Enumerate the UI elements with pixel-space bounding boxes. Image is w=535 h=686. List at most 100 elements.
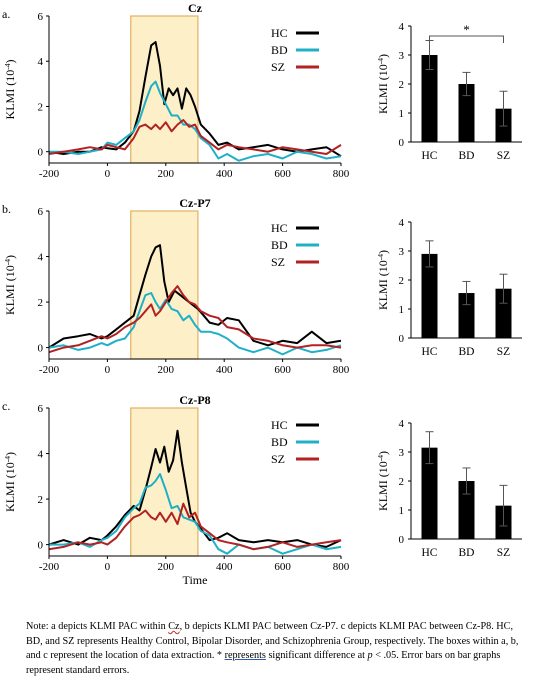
chart-title: Cz-P8 (179, 393, 210, 407)
x-tick-label: 200 (158, 168, 175, 180)
bar-bd (458, 481, 475, 539)
bar-y-tick-label: 4 (399, 21, 405, 33)
bar-y-tick-label: 1 (399, 505, 405, 517)
note-p-symbol: p (367, 650, 373, 661)
bar-y-axis-label: KLMI (10-4) (376, 451, 390, 511)
ylabel-exponent: -4 (376, 254, 385, 260)
bar-y-tick-label: 2 (399, 275, 405, 287)
bar-hc (421, 55, 438, 142)
extraction-box-2 (130, 407, 199, 557)
legend-label-sz: SZ (271, 452, 285, 466)
legend-label-sz: SZ (271, 60, 285, 74)
bar-y-tick-label: 4 (399, 418, 405, 430)
legend-label-hc: HC (271, 418, 288, 432)
bar-y-tick-label: 1 (399, 304, 405, 316)
x-axis-label: Time (183, 573, 208, 587)
bar-category-label: HC (422, 346, 438, 358)
bar-y-tick-label: 2 (399, 476, 405, 488)
ylabel-exponent: -4 (3, 259, 12, 265)
panel-letter: b. (2, 202, 11, 216)
legend-label-bd: BD (271, 43, 288, 57)
y-tick-label: 2 (38, 494, 44, 506)
series-line-sz (48, 502, 342, 551)
y-tick-label: 4 (38, 449, 44, 461)
ylabel-close: ) (376, 451, 390, 455)
y-axis-label: KLMI (10-4) (3, 60, 17, 120)
ylabel-close: ) (3, 60, 17, 64)
bar-category-label: SZ (497, 150, 510, 162)
x-tick-label: 800 (333, 561, 350, 573)
x-tick-label: 0 (105, 561, 111, 573)
bar-y-tick-label: 0 (399, 137, 405, 149)
bar-y-tick-label: 4 (399, 217, 405, 229)
bar-category-label: HC (422, 547, 438, 559)
bar-sz (495, 288, 512, 338)
chart-title: Cz (188, 1, 203, 15)
bar-category-label: BD (459, 150, 475, 162)
series-line-sz (48, 285, 342, 354)
y-tick-label: 2 (38, 101, 44, 113)
y-tick-label: 4 (38, 56, 44, 68)
x-tick-label: 400 (216, 364, 233, 376)
note-text-3: significant difference at (265, 650, 368, 661)
legend-label-hc: HC (271, 221, 288, 235)
significance-bracket (429, 35, 504, 43)
ylabel-text: KLMI (10 (376, 461, 390, 511)
bar-hc (421, 447, 438, 539)
ylabel-exponent: -4 (3, 63, 12, 69)
y-axis-label: KLMI (10-4) (3, 255, 17, 315)
x-tick-label: 600 (274, 168, 291, 180)
ylabel-text: KLMI (10 (3, 70, 17, 120)
bar-y-axis-label: KLMI (10-4) (376, 250, 390, 310)
x-tick-label: 400 (216, 168, 233, 180)
x-tick-label: 400 (216, 561, 233, 573)
ylabel-close: ) (3, 255, 17, 259)
bar-y-tick-label: 3 (399, 50, 405, 62)
legend-label-bd: BD (271, 238, 288, 252)
bar-y-tick-label: 1 (399, 108, 405, 120)
ylabel-exponent: -4 (376, 58, 385, 64)
legend-label-bd: BD (271, 435, 288, 449)
y-tick-label: 0 (38, 147, 44, 159)
x-tick-label: -200 (39, 168, 60, 180)
y-axis-label: KLMI (10-4) (3, 452, 17, 512)
bar-category-label: HC (422, 150, 438, 162)
bar-y-tick-label: 0 (399, 534, 405, 546)
x-tick-label: 200 (158, 364, 175, 376)
bar-hc (421, 253, 438, 338)
bar-y-tick-label: 0 (399, 333, 405, 345)
chart-title: Cz-P7 (179, 196, 210, 210)
bar-bd (458, 84, 475, 142)
significance-star: * (463, 22, 470, 37)
bar-category-label: BD (459, 547, 475, 559)
series-line-hc (48, 41, 342, 158)
bar-category-label: SZ (497, 346, 510, 358)
series-line-sz (48, 119, 342, 155)
ylabel-exponent: -4 (376, 455, 385, 461)
bar-y-tick-label: 3 (399, 447, 405, 459)
panel-letter: a. (2, 7, 10, 21)
x-tick-label: 0 (105, 168, 111, 180)
y-tick-label: 2 (38, 297, 44, 309)
x-tick-label: -200 (39, 364, 60, 376)
figure-note: Note: a depicts KLMI PAC within Cz, b de… (26, 620, 526, 678)
y-tick-label: 4 (38, 252, 44, 264)
bar-category-label: BD (459, 346, 475, 358)
x-tick-label: 0 (105, 364, 111, 376)
note-text-4: < .05. Error bars on bar graphs represen… (26, 650, 501, 676)
x-tick-label: 800 (333, 168, 350, 180)
x-tick-label: -200 (39, 561, 60, 573)
legend-label-hc: HC (271, 26, 288, 40)
note-text-2: , b depicts KLMI PAC between Cz-P7. c de… (26, 621, 519, 661)
ylabel-close: ) (3, 452, 17, 456)
bar-y-axis-label: KLMI (10-4) (376, 54, 390, 114)
panel-letter: c. (2, 399, 10, 413)
legend-label-sz: SZ (271, 255, 285, 269)
series-line-bd (49, 80, 342, 162)
y-tick-label: 0 (38, 540, 44, 552)
ylabel-text: KLMI (10 (3, 462, 17, 512)
x-tick-label: 600 (274, 364, 291, 376)
y-tick-label: 6 (38, 403, 44, 415)
bar-y-tick-label: 2 (399, 79, 405, 91)
